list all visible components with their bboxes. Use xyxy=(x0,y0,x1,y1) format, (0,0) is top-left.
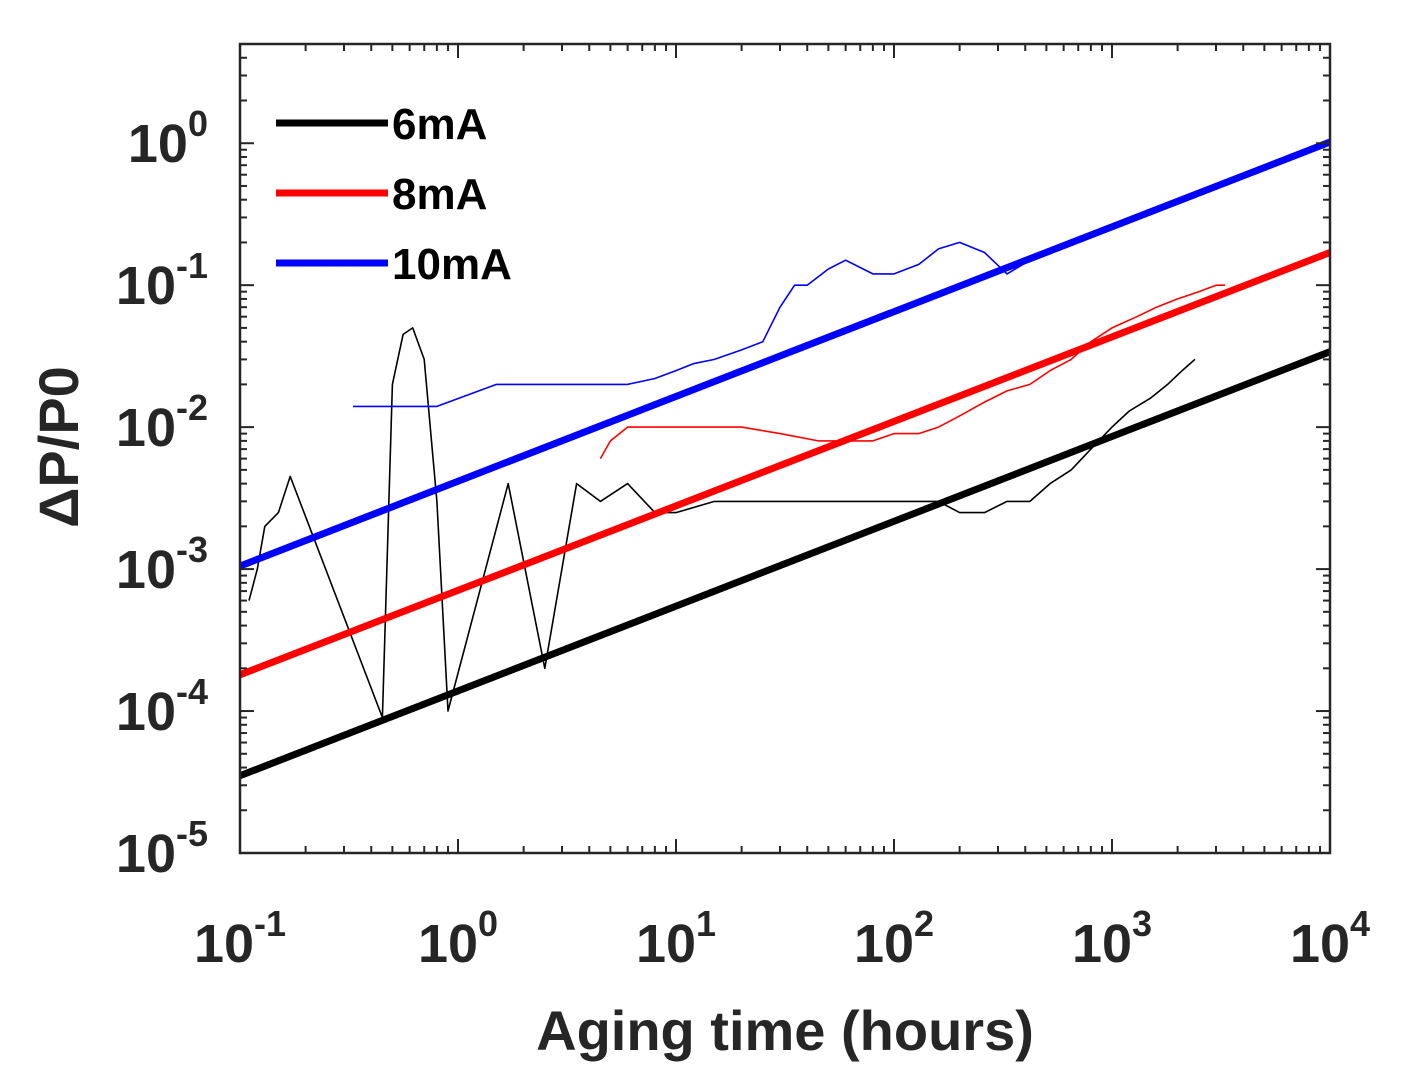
y-tick-label: 10-5 xyxy=(116,813,208,884)
x-axis-title: Aging time (hours) xyxy=(536,999,1034,1062)
legend: 6mA 8mA 10mA xyxy=(276,100,512,289)
x-tick-label: 103 xyxy=(1072,903,1152,974)
y-tick-label: 10-4 xyxy=(116,671,208,742)
series-8mA-fit-line xyxy=(240,249,1330,679)
legend-label-8mA: 8mA xyxy=(392,170,487,219)
x-tick-label: 104 xyxy=(1290,903,1370,974)
series-6mA-fit-line xyxy=(240,348,1330,780)
x-tick-label: 10-1 xyxy=(194,903,286,974)
series-10mA-measured-line xyxy=(353,191,1196,408)
y-tick-label: 10-3 xyxy=(116,529,208,600)
series-10mA-fit-line xyxy=(240,138,1330,570)
series-8mA-measured-line xyxy=(599,284,1225,459)
fit-lines-layer xyxy=(240,138,1330,780)
plot-frame xyxy=(238,42,1332,855)
x-tick-label: 100 xyxy=(418,903,498,974)
x-tick-label: 102 xyxy=(854,903,934,974)
legend-label-6mA: 6mA xyxy=(392,100,487,149)
x-tick-label: 101 xyxy=(636,903,716,974)
axes-layer: 10-1 100 101 102 103 104 10-5 10-4 10-3 10-2 10-1 1… xyxy=(116,42,1370,974)
y-tick-label: 10-1 xyxy=(116,245,208,316)
y-tick-label: 10-2 xyxy=(116,387,208,458)
series-6mA-measured-line xyxy=(248,327,1196,719)
legend-label-10mA: 10mA xyxy=(392,240,512,289)
y-axis-title: ΔP/P0 xyxy=(27,366,90,528)
y-tick-label: 100 xyxy=(128,103,208,174)
